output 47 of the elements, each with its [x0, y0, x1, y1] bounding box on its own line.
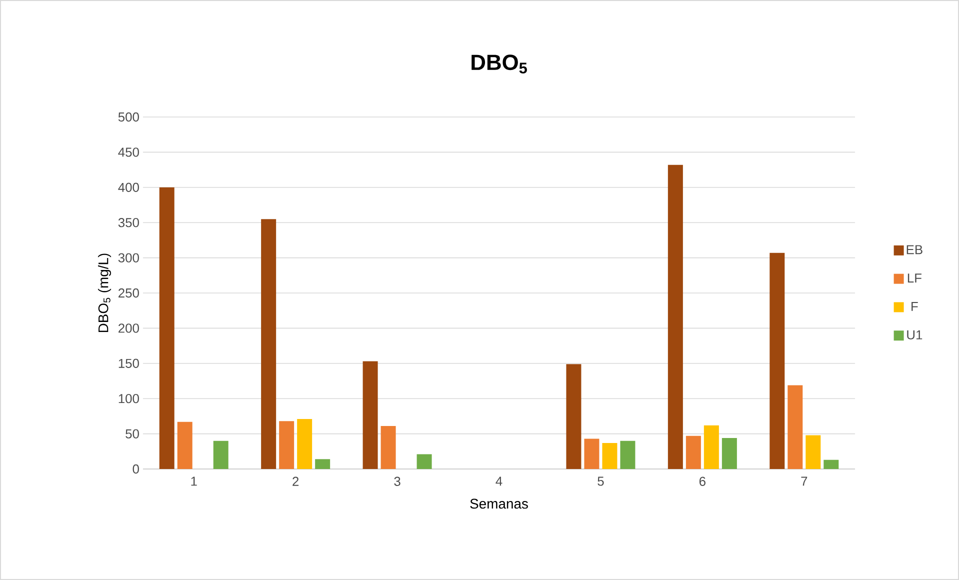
- bar: [297, 419, 312, 469]
- chart-title: DBO$_{5}$: [472, 54, 527, 74]
- y-tick-label: 300: [118, 253, 139, 262]
- x-tick-label: 2: [292, 476, 299, 486]
- bar: [362, 361, 378, 469]
- legend-label: LF: [908, 274, 922, 283]
- y-tick-label: 450: [118, 148, 139, 157]
- legend-label: U1: [907, 330, 922, 340]
- y-axis-title: DBO$_{5}$ (mg/L): [98, 254, 112, 332]
- bar: [602, 442, 618, 469]
- y-tick-label: 200: [118, 324, 139, 333]
- y-tick-label: 100: [118, 394, 139, 404]
- bar: [380, 426, 396, 469]
- bar: [213, 440, 228, 469]
- y-tick-label: 400: [118, 182, 139, 192]
- x-axis-title: Semanas: [470, 498, 528, 509]
- x-tick-label: 4: [496, 476, 502, 486]
- bar: [279, 421, 294, 469]
- bar: [824, 460, 839, 469]
- legend-label: EB: [906, 245, 922, 254]
- y-tick-label: 500: [118, 112, 139, 122]
- bar: [788, 385, 803, 469]
- bar: [704, 425, 719, 469]
- x-tick-label: 5: [598, 476, 604, 486]
- y-tick-label: 150: [118, 358, 139, 368]
- bar: [722, 438, 737, 469]
- bar: [416, 454, 432, 469]
- y-tick-label: 350: [118, 218, 139, 228]
- bar: [177, 422, 192, 469]
- y-tick-label: 50: [126, 429, 139, 438]
- bar: [806, 435, 821, 469]
- bar: [770, 252, 785, 469]
- x-tick-label: 6: [699, 476, 706, 486]
- x-tick-label: 1: [191, 476, 197, 486]
- bar: [159, 187, 174, 469]
- bar: [620, 440, 636, 469]
- x-tick-label: 3: [394, 476, 400, 486]
- y-tick-label: 250: [118, 288, 139, 298]
- x-tick-label: 7: [801, 476, 808, 486]
- bar: [261, 219, 276, 469]
- bar: [315, 459, 330, 469]
- bar: [668, 164, 683, 469]
- bar: [686, 436, 701, 469]
- y-tick-label: 0: [132, 464, 139, 474]
- legend-label: F: [912, 302, 918, 311]
- bar: [584, 438, 600, 469]
- bar: [566, 364, 582, 469]
